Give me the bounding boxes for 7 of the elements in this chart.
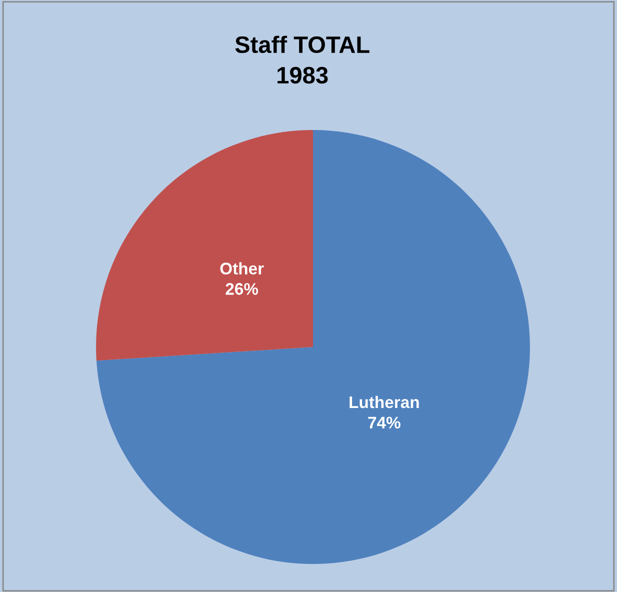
chart-title: Staff TOTAL 1983 <box>235 36 370 84</box>
data-label: 26% <box>226 283 258 295</box>
pie-slice <box>96 130 314 361</box>
slice-label: Other <box>220 262 264 274</box>
pie-slice <box>96 130 530 564</box>
data-label: 74% <box>368 416 400 428</box>
slice-label: Lutheran <box>350 396 419 408</box>
